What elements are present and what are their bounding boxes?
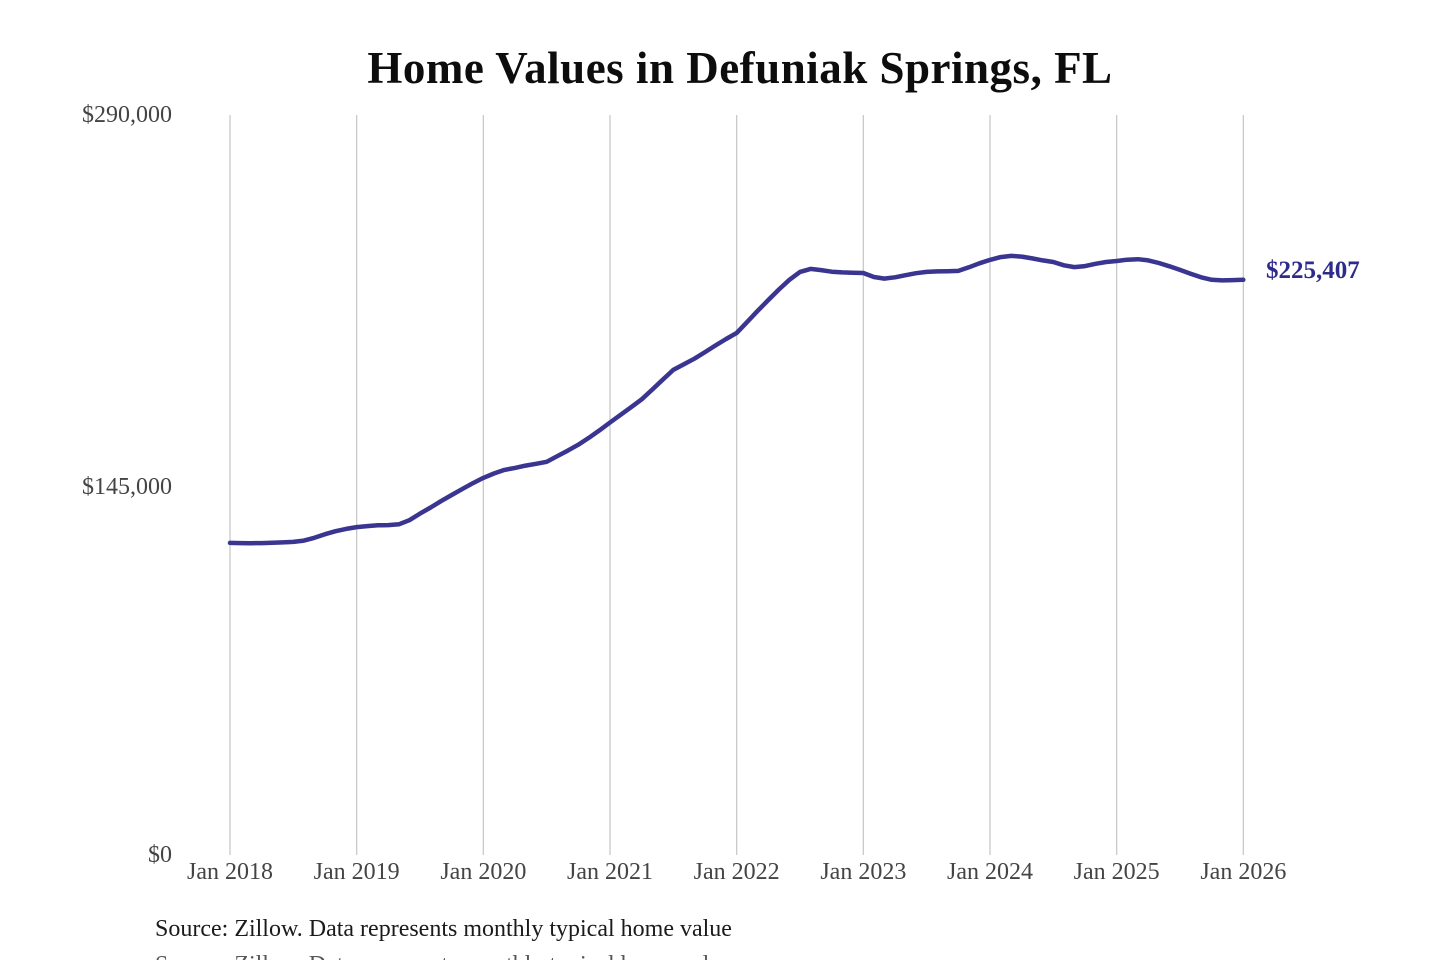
y-axis-tick-290000: $290,000 xyxy=(82,102,172,128)
home-value-line xyxy=(227,253,1246,546)
x-axis-tick-jan-2024: Jan 2024 xyxy=(947,859,1033,885)
x-axis-tick-jan-2022: Jan 2022 xyxy=(693,859,780,885)
chart-title: Home Values in Defuniak Springs, FL xyxy=(367,43,1113,93)
y-axis-tick-0: $0 xyxy=(148,842,172,868)
source-attribution: Source: Zillow. Data represents monthly … xyxy=(155,916,732,942)
x-axis-tick-jan-2026: Jan 2026 xyxy=(1200,859,1287,885)
x-axis-tick-jan-2018: Jan 2018 xyxy=(187,859,273,885)
latest-value-label: $225,407 xyxy=(1266,257,1360,284)
source-attribution-clipped-line: Source: Zillow. Data represents monthly … xyxy=(155,952,732,960)
x-axis-tick-jan-2020: Jan 2020 xyxy=(440,859,527,885)
x-axis-tick-jan-2021: Jan 2021 xyxy=(567,859,653,885)
vertical-gridlines xyxy=(229,115,1244,855)
x-axis-tick-jan-2023: Jan 2023 xyxy=(820,859,907,885)
x-axis-tick-jan-2025: Jan 2025 xyxy=(1073,859,1160,885)
x-axis-tick-jan-2019: Jan 2019 xyxy=(313,859,400,885)
y-axis-tick-145000: $145,000 xyxy=(82,474,172,500)
